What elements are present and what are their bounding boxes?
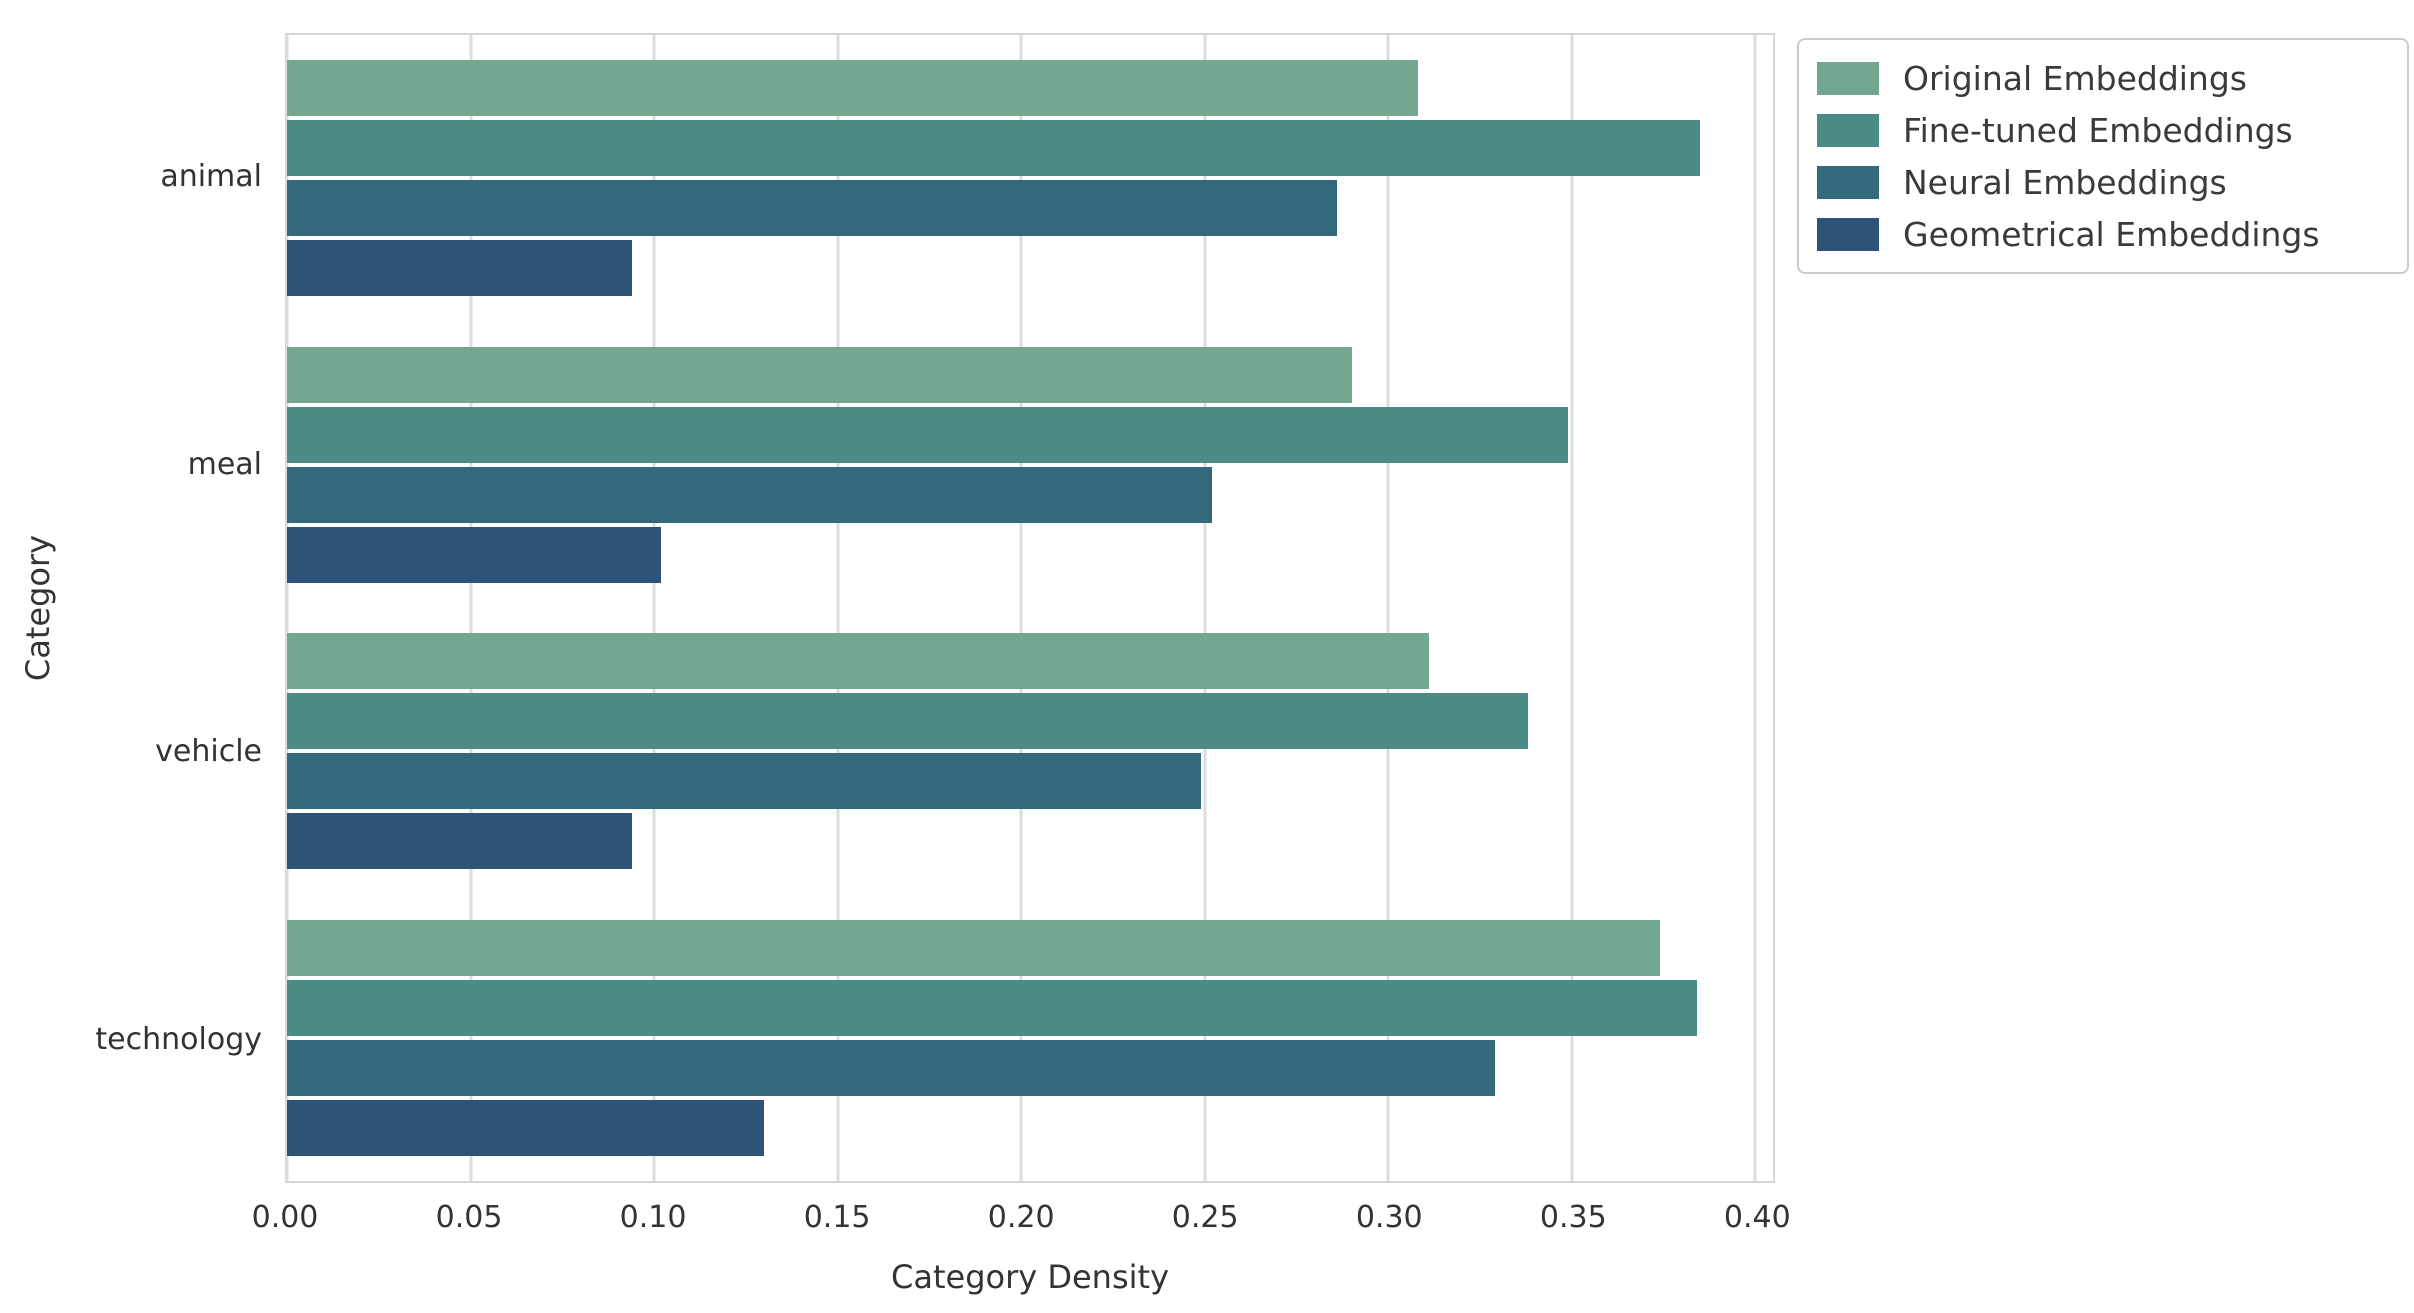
legend-swatch-icon — [1817, 113, 1879, 147]
bar — [287, 120, 1701, 177]
bar — [287, 406, 1569, 463]
bar-group-technology — [287, 895, 1773, 1182]
legend-label: Geometrical Embeddings — [1903, 214, 2320, 254]
gridline — [1753, 35, 1757, 1181]
x-axis-title: Category Density — [891, 1258, 1169, 1296]
legend: Original Embeddings Fine-tuned Embeddings… — [1797, 38, 2409, 274]
legend-items: Original Embeddings Fine-tuned Embeddings… — [1817, 52, 2389, 260]
bar — [287, 180, 1337, 237]
y-tick-label: meal — [187, 446, 262, 482]
plot-area — [285, 33, 1775, 1183]
legend-swatch-icon — [1817, 217, 1879, 251]
gridline — [1570, 35, 1574, 1181]
gridline — [652, 35, 656, 1181]
bar — [287, 979, 1697, 1036]
grid — [285, 35, 1773, 1181]
gridline — [1386, 35, 1390, 1181]
gridline — [836, 35, 840, 1181]
gridline — [285, 35, 289, 1181]
bar — [287, 813, 633, 870]
bar-group-meal — [287, 322, 1773, 609]
bar — [287, 693, 1528, 750]
x-tick-label: 0.30 — [1355, 1200, 1423, 1235]
y-tick-label: technology — [95, 1021, 262, 1057]
legend-item: Neural Embeddings — [1817, 156, 2389, 208]
bar — [287, 753, 1202, 810]
legend-item: Geometrical Embeddings — [1817, 208, 2389, 260]
gridline — [469, 35, 473, 1181]
bar — [287, 240, 633, 297]
bar — [287, 1099, 765, 1156]
x-tick-label: 0.20 — [987, 1200, 1055, 1235]
bar-groups — [287, 35, 1773, 1181]
y-tick-labels: animal meal vehicle technology — [0, 33, 262, 1183]
bar — [287, 346, 1352, 403]
bar-group-vehicle — [287, 608, 1773, 895]
x-tick-label: 0.00 — [251, 1200, 319, 1235]
bar-group-animal — [287, 35, 1773, 322]
legend-label: Fine-tuned Embeddings — [1903, 110, 2293, 150]
bar — [287, 633, 1429, 690]
y-tick-label: vehicle — [155, 734, 262, 770]
legend-label: Neural Embeddings — [1903, 162, 2227, 202]
gridline — [1019, 35, 1023, 1181]
x-tick-label: 0.40 — [1723, 1200, 1791, 1235]
bar — [287, 919, 1660, 976]
x-tick-label: 0.05 — [435, 1200, 503, 1235]
legend-swatch-icon — [1817, 61, 1879, 95]
bar — [287, 526, 662, 583]
gridline — [1203, 35, 1207, 1181]
x-tick-label: 0.25 — [1171, 1200, 1239, 1235]
x-tick-label: 0.35 — [1539, 1200, 1607, 1235]
x-tick-label: 0.15 — [803, 1200, 871, 1235]
bar — [287, 1039, 1495, 1096]
legend-label: Original Embeddings — [1903, 58, 2247, 98]
bar — [287, 60, 1418, 117]
legend-item: Fine-tuned Embeddings — [1817, 104, 2389, 156]
bar — [287, 466, 1213, 523]
legend-swatch-icon — [1817, 165, 1879, 199]
x-tick-labels: 0.00 0.05 0.10 0.15 0.20 0.25 0.30 0.35 0.40 — [252, 1200, 1791, 1244]
legend-item: Original Embeddings — [1817, 52, 2389, 104]
y-tick-label: animal — [160, 159, 262, 195]
x-tick-label: 0.10 — [619, 1200, 687, 1235]
